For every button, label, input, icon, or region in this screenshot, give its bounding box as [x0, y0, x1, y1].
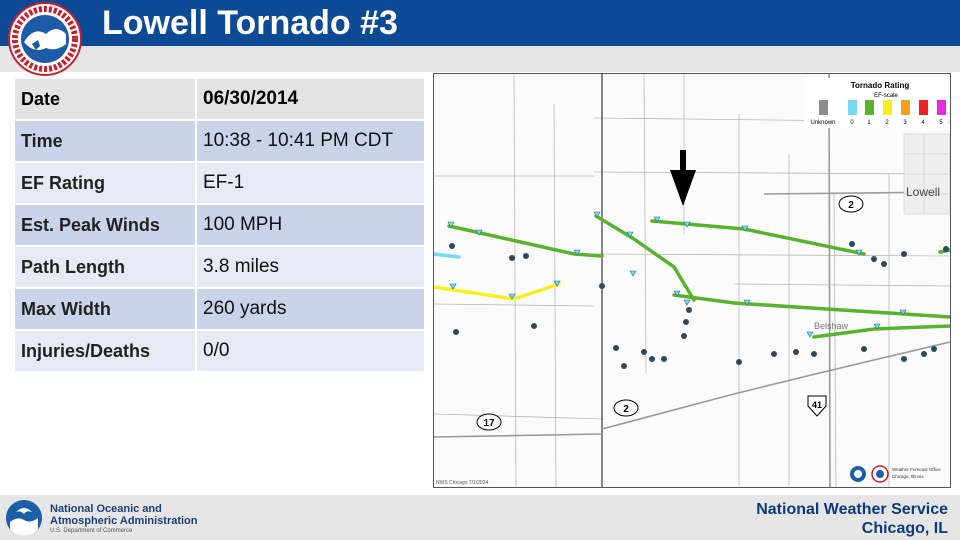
route-17-label: 17 [483, 418, 495, 429]
town-grid [903, 133, 950, 215]
footer-bar [0, 495, 960, 540]
legend-swatch-3 [901, 100, 910, 115]
noaa-department: U.S. Department of Commerce [50, 528, 133, 534]
route-shield-2a: 2 [838, 195, 864, 213]
nws-logo-icon [8, 2, 82, 76]
legend-label-0: 0 [850, 120, 854, 126]
route-shield-2b: 2 [613, 399, 639, 417]
page-title: Lowell Tornado #3 [102, 4, 398, 42]
tornado-info-table: Date 06/30/2014 Time 10:38 - 10:41 PM CD… [15, 77, 424, 373]
noaa-line2: Atmospheric Administration [50, 515, 198, 527]
noaa-logo-icon [6, 500, 42, 536]
table-row: Time 10:38 - 10:41 PM CDT [15, 121, 424, 161]
tornado-tracks [434, 214, 950, 339]
office-line2: Chicago, Illinois [892, 474, 924, 479]
rating-legend: Tornado Rating EF-scale Unknown 0 1 2 3 … [804, 78, 948, 128]
table-row: EF Rating EF-1 [15, 163, 424, 203]
table-row: Max Width 260 yards [15, 289, 424, 329]
track-markers [447, 211, 907, 338]
legend-swatch-2 [883, 100, 892, 115]
highways [434, 74, 950, 487]
row-label: Time [15, 121, 195, 161]
legend-swatch-unknown [819, 100, 828, 115]
legend-label-2: 2 [885, 120, 889, 126]
noaa-line1: National Oceanic and [50, 503, 162, 515]
row-label: Date [15, 79, 195, 119]
nws-office-label: National Weather Service Chicago, IL [756, 500, 948, 538]
row-label: Est. Peak Winds [15, 205, 195, 245]
location-arrow-icon [670, 150, 696, 206]
legend-label-5: 5 [939, 120, 943, 126]
legend-swatch-0 [848, 100, 857, 115]
row-value: EF-1 [195, 163, 424, 203]
legend-subtitle: EF-scale [874, 93, 898, 99]
row-value: 100 MPH [195, 205, 424, 245]
noaa-name: National Oceanic and Atmospheric Adminis… [50, 503, 198, 527]
table-row: Date 06/30/2014 [15, 79, 424, 119]
map-credit: NWS Chicago 7/1/2024 [436, 480, 488, 486]
route-2a-label: 2 [848, 200, 854, 211]
route-shield-17: 17 [476, 413, 502, 431]
damage-points [449, 241, 949, 369]
legend-label-unknown: Unknown [810, 120, 835, 126]
legend-swatch-1 [865, 100, 874, 115]
table-row: Injuries/Deaths 0/0 [15, 331, 424, 371]
tornado-track-map[interactable]: 2 2 17 41 Lowell Belshaw Tornado Rating … [433, 73, 951, 488]
table-row: Est. Peak Winds 100 MPH [15, 205, 424, 245]
row-value: 0/0 [195, 331, 424, 371]
sub-bar [0, 46, 960, 72]
route-2b-label: 2 [623, 404, 629, 415]
legend-label-1: 1 [867, 120, 871, 126]
row-value: 3.8 miles [195, 247, 424, 287]
row-value: 06/30/2014 [195, 79, 424, 119]
row-label: Max Width [15, 289, 195, 329]
nws-line1: National Weather Service [756, 501, 948, 518]
legend-label-4: 4 [921, 120, 925, 126]
noaa-mini-logo-icon [850, 466, 866, 482]
route-41-label: 41 [812, 400, 822, 410]
title-bar: Lowell Tornado #3 [0, 0, 960, 46]
road-grid [434, 74, 950, 487]
town-label-belshaw: Belshaw [814, 321, 849, 331]
row-label: Injuries/Deaths [15, 331, 195, 371]
town-label-lowell: Lowell [906, 185, 940, 199]
nws-line2: Chicago, IL [861, 520, 948, 537]
legend-swatch-4 [919, 100, 928, 115]
legend-swatch-5 [937, 100, 946, 115]
office-line1: Weather Forecast Office [892, 467, 941, 472]
row-label: Path Length [15, 247, 195, 287]
legend-label-3: 3 [903, 120, 907, 126]
row-label: EF Rating [15, 163, 195, 203]
route-shield-41: 41 [807, 395, 827, 417]
legend-title: Tornado Rating [851, 81, 910, 90]
row-value: 260 yards [195, 289, 424, 329]
nws-mini-logo-icon [871, 465, 889, 483]
table-row: Path Length 3.8 miles [15, 247, 424, 287]
row-value: 10:38 - 10:41 PM CDT [195, 121, 424, 161]
